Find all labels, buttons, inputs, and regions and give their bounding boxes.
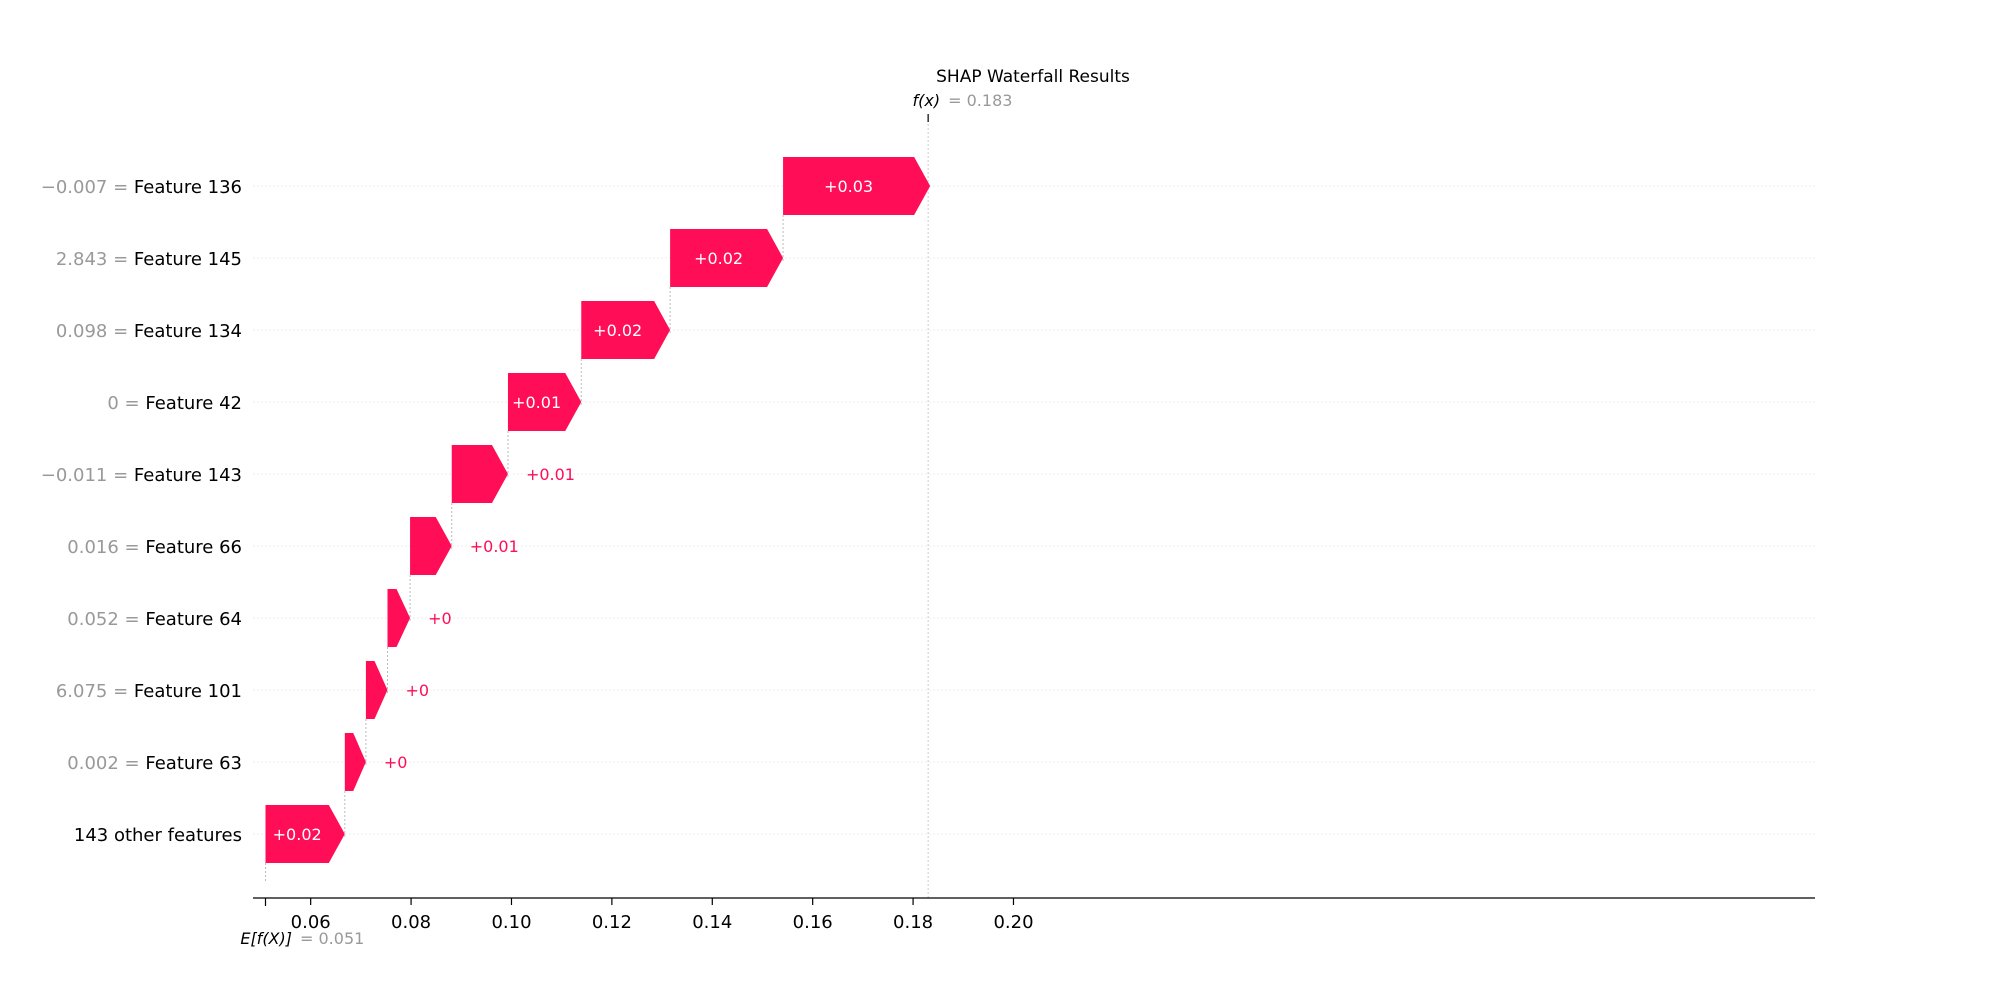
waterfall-bar xyxy=(783,157,931,215)
feature-name: Feature 143 xyxy=(134,465,242,486)
feature-value: 6.075 = xyxy=(56,681,134,702)
x-tick-label: 0.06 xyxy=(291,912,331,933)
feature-label: 0.098 = Feature 134 xyxy=(56,321,242,342)
bar-value-label: +0.02 xyxy=(593,321,642,340)
feature-value: 0.016 = xyxy=(67,537,145,558)
feature-label: −0.007 = Feature 136 xyxy=(41,177,242,198)
feature-name: Feature 66 xyxy=(145,537,242,558)
bar-value-label: +0 xyxy=(384,753,408,772)
feature-label: 0.052 = Feature 64 xyxy=(67,609,242,630)
feature-label: −0.011 = Feature 143 xyxy=(41,465,242,486)
x-tick-label: 0.18 xyxy=(893,912,933,933)
feature-value: 0.098 = xyxy=(56,321,134,342)
bar-value-label: +0 xyxy=(428,609,452,628)
feature-value: −0.007 = xyxy=(41,177,134,198)
base-value-annotation: E[f(X)] = 0.051 xyxy=(240,929,364,948)
feature-label: 6.075 = Feature 101 xyxy=(56,681,242,702)
waterfall-bar xyxy=(670,229,784,287)
bar-value-label: +0.01 xyxy=(470,537,519,556)
feature-value: 2.843 = xyxy=(56,249,134,270)
feature-labels: −0.007 = Feature 136 2.843 = Feature 145 0… xyxy=(41,177,242,846)
bar-value-label: +0.03 xyxy=(824,177,873,196)
feature-label: 143 other features xyxy=(74,825,242,846)
waterfall-bar xyxy=(387,589,411,647)
row-gridlines xyxy=(253,185,1815,835)
bar-value-label: +0.02 xyxy=(273,825,322,844)
bar-value-label: +0 xyxy=(405,681,429,700)
feature-label: 2.843 = Feature 145 xyxy=(56,249,242,270)
feature-name: Feature 64 xyxy=(145,609,242,630)
bar-value-label: +0.01 xyxy=(526,465,575,484)
waterfall-bar xyxy=(265,805,345,863)
x-tick-label: 0.08 xyxy=(391,912,431,933)
feature-value: 0 = xyxy=(107,393,145,414)
bar-value-label: +0.02 xyxy=(694,249,743,268)
x-tick-label: 0.20 xyxy=(993,912,1033,933)
bar-connectors xyxy=(265,120,929,898)
feature-label: 0.016 = Feature 66 xyxy=(67,537,242,558)
feature-name: Feature 134 xyxy=(134,321,242,342)
feature-name: 143 other features xyxy=(74,825,242,846)
x-tick-label: 0.10 xyxy=(491,912,531,933)
waterfall-bar xyxy=(451,445,508,503)
output-value-annotation: f(x) = 0.183 xyxy=(913,91,1012,122)
feature-label: 0 = Feature 42 xyxy=(107,393,242,414)
waterfall-bar xyxy=(344,733,366,791)
x-axis: 0.06 0.08 0.10 0.12 0.14 0.16 0.18 0.20 xyxy=(253,897,1815,933)
output-value-text: = 0.183 xyxy=(948,91,1012,110)
base-value-text: = 0.051 xyxy=(300,929,364,948)
waterfall-bar xyxy=(507,373,582,431)
waterfall-bar xyxy=(410,517,452,575)
feature-name: Feature 136 xyxy=(134,177,242,198)
feature-value: −0.011 = xyxy=(41,465,134,486)
x-tick-label: 0.14 xyxy=(692,912,732,933)
x-tick-label: 0.16 xyxy=(793,912,833,933)
chart-title: SHAP Waterfall Results xyxy=(936,67,1130,87)
feature-name: Feature 145 xyxy=(134,249,242,270)
waterfall-bar xyxy=(365,661,388,719)
feature-name: Feature 63 xyxy=(145,753,242,774)
bars xyxy=(265,157,931,863)
feature-value: 0.002 = xyxy=(67,753,145,774)
waterfall-bar xyxy=(581,301,671,359)
bar-value-label: +0.01 xyxy=(512,393,561,412)
bar-labels: +0.03 +0.02 +0.02 +0.01 +0.01 +0.01 +0 +0 +0 +0.0… xyxy=(273,177,873,844)
output-value-label: f(x) xyxy=(913,91,941,110)
base-value-label: E[f(X)] xyxy=(240,929,292,948)
feature-value: 0.052 = xyxy=(67,609,145,630)
feature-name: Feature 42 xyxy=(145,393,242,414)
feature-name: Feature 101 xyxy=(134,681,242,702)
x-tick-label: 0.12 xyxy=(592,912,632,933)
feature-label: 0.002 = Feature 63 xyxy=(67,753,242,774)
